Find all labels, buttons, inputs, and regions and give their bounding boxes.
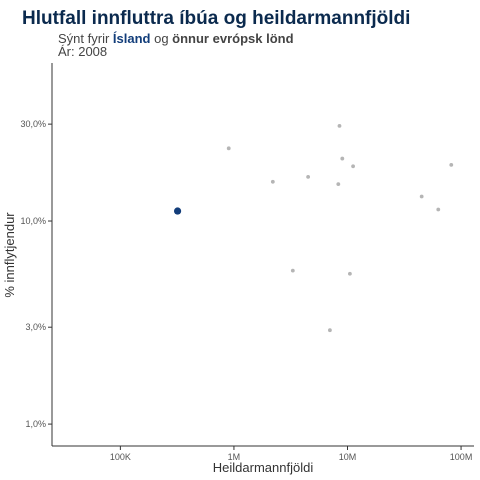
data-point [306, 174, 311, 179]
data-point [449, 162, 454, 167]
y-axis-title: % innflytjendur [2, 212, 17, 298]
data-point [436, 207, 441, 212]
y-tick-label: 1,0% [25, 419, 46, 429]
data-point [226, 146, 231, 151]
x-tick-label: 1M [228, 452, 241, 462]
points-layer [173, 124, 454, 333]
chart-year: Ár: 2008 [58, 44, 108, 59]
data-point [337, 124, 342, 128]
subtitle-other-countries: önnur evrópsk lönd [172, 31, 294, 46]
data-point [336, 182, 341, 186]
data-point [328, 328, 332, 333]
data-point [351, 164, 355, 169]
y-tick-label: 30,0% [20, 119, 46, 129]
y-tick-label: 10,0% [20, 216, 46, 226]
tick-layer: 100K 1M 10M 100M 1,0% 3,0% 10,0% 30,0% [20, 119, 472, 462]
subtitle-mid: og [150, 31, 173, 46]
highlight-point-iceland [173, 207, 182, 215]
x-tick-label: 100K [110, 452, 131, 462]
data-point [270, 179, 275, 184]
data-point [340, 156, 345, 161]
data-point [290, 268, 295, 273]
subtitle-prefix: Sýnt fyrir [58, 31, 113, 46]
y-tick-label: 3,0% [25, 322, 46, 332]
chart-title: Hlutfall innfluttra íbúa og heildarmannf… [22, 8, 411, 29]
x-tick-label: 10M [339, 452, 357, 462]
data-point [419, 194, 424, 199]
chart-subtitle: Sýnt fyrir Ísland og önnur evrópsk lönd [58, 31, 294, 46]
data-point [348, 271, 352, 276]
x-axis-title: Heildarmannfjöldi [213, 460, 314, 475]
x-tick-label: 100M [450, 452, 473, 462]
subtitle-highlight-country: Ísland [112, 31, 151, 46]
